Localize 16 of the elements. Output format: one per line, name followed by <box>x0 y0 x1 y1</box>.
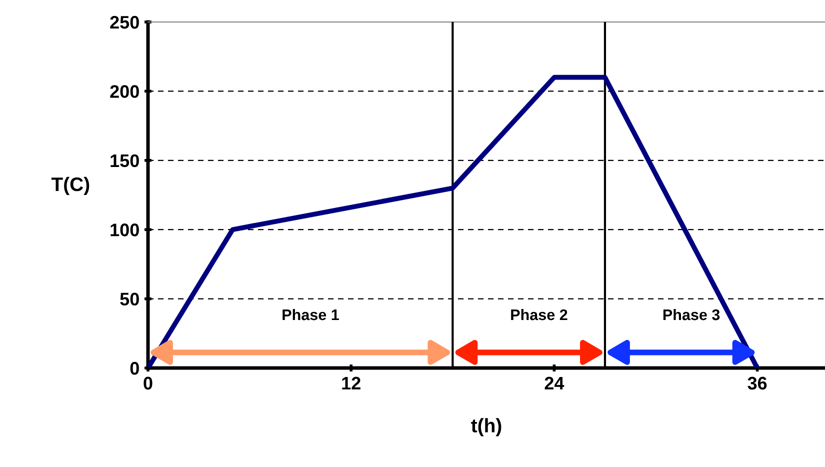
x-tick-label: 24 <box>544 376 564 390</box>
y-tick-label: 150 <box>110 154 139 168</box>
y-tick-label: 0 <box>130 362 139 375</box>
x-tick-label: 12 <box>342 376 360 390</box>
annotation: Phase 3 <box>663 308 720 320</box>
y-tick-label: 250 <box>110 16 139 29</box>
y-tick-label: 50 <box>120 292 139 306</box>
x-tick-label: 0 <box>144 376 152 390</box>
x-axis-title: t(h) <box>471 418 502 436</box>
y-tick-label: 100 <box>110 224 139 236</box>
annotation: Phase 1 <box>282 308 339 320</box>
annotation: Phase 2 <box>511 308 568 320</box>
y-tick-label: 200 <box>110 85 139 98</box>
y-axis-title: T(C) <box>51 176 90 195</box>
line-series <box>148 74 760 368</box>
x-tick-label: 36 <box>748 376 767 390</box>
